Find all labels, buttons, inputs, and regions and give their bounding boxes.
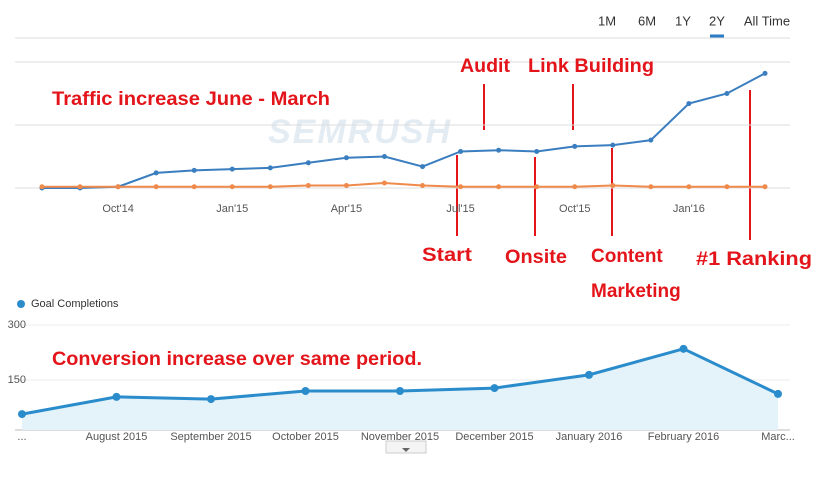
point — [724, 91, 730, 96]
x-tick-label: January 2016 — [556, 431, 623, 443]
annotation-line: Content — [591, 246, 663, 267]
point — [496, 147, 502, 153]
point — [343, 182, 349, 188]
annotation: #1 Ranking — [696, 249, 812, 270]
point — [267, 184, 273, 190]
range-button[interactable]: 1M — [598, 13, 616, 28]
legend-label: Goal Completions — [31, 298, 119, 310]
annotation: Content Marketing — [591, 246, 681, 302]
x-tick-label: September 2015 — [170, 431, 251, 443]
point — [301, 387, 310, 395]
point — [420, 164, 426, 170]
point — [229, 166, 235, 172]
annotation: Start — [422, 245, 473, 266]
point — [572, 143, 578, 149]
point — [490, 384, 499, 393]
annotation: Audit — [460, 56, 511, 77]
point — [381, 180, 387, 186]
point — [191, 184, 197, 190]
x-tick-label: October 2015 — [272, 431, 339, 443]
scroll-handle[interactable] — [385, 440, 427, 454]
point — [305, 160, 311, 166]
scroll-arrow — [402, 448, 410, 452]
point — [534, 184, 540, 190]
point — [381, 154, 387, 159]
point — [610, 142, 616, 148]
point — [648, 184, 654, 190]
point — [572, 184, 578, 190]
point — [18, 410, 26, 419]
x-tick-label: Oct'14 — [102, 203, 133, 215]
point — [207, 395, 215, 404]
point — [39, 184, 45, 190]
range-button[interactable]: 6M — [638, 13, 656, 28]
annotation: Traffic increase June - March — [52, 89, 330, 110]
point — [534, 148, 540, 154]
point — [305, 182, 311, 188]
point — [115, 184, 121, 190]
point — [420, 182, 426, 188]
annotation: Link Building — [528, 56, 654, 77]
point — [686, 184, 692, 190]
point — [191, 167, 197, 173]
watermark: SEMRUSH — [268, 113, 452, 151]
annotation-line: Marketing — [591, 281, 681, 302]
x-tick-label: December 2015 — [455, 431, 533, 443]
legend-marker — [17, 300, 25, 308]
point — [496, 184, 502, 190]
x-tick-label: Oct'15 — [559, 203, 590, 215]
annotation: Onsite — [505, 247, 567, 268]
point — [762, 184, 768, 190]
point — [585, 370, 593, 379]
point — [77, 184, 83, 190]
point — [229, 184, 235, 190]
point — [458, 184, 464, 190]
y-tick-label: 150 — [8, 374, 26, 386]
range-button[interactable]: 1Y — [675, 13, 691, 28]
point — [762, 70, 768, 76]
x-tick-label: Apr'15 — [331, 203, 362, 215]
point — [610, 182, 616, 188]
point — [153, 184, 159, 190]
x-tick-label: Marc... — [761, 431, 795, 443]
x-tick-label: Jan'15 — [216, 203, 248, 215]
range-button[interactable]: All Time — [744, 13, 790, 28]
y-tick-label: 300 — [8, 319, 26, 331]
series-line — [42, 181, 765, 188]
point — [153, 170, 159, 176]
range-button[interactable]: 2Y — [709, 13, 725, 28]
x-tick-label: November 2015 — [361, 431, 439, 443]
area-fill — [22, 348, 778, 430]
series-line — [42, 72, 766, 189]
x-tick-label: Jan'16 — [673, 203, 705, 215]
point — [343, 155, 349, 161]
point — [458, 148, 464, 154]
point — [679, 344, 688, 353]
point — [648, 137, 654, 143]
x-tick-label: February 2016 — [648, 431, 720, 443]
x-tick-label: August 2015 — [86, 431, 148, 443]
point — [396, 387, 404, 395]
x-tick-label: Jul'15 — [446, 203, 474, 215]
point — [267, 165, 273, 171]
point — [686, 101, 692, 107]
point — [112, 392, 121, 401]
point — [724, 184, 730, 190]
point — [774, 389, 782, 398]
x-tick-label: ... — [17, 431, 26, 443]
annotation: Conversion increase over same period. — [52, 349, 422, 370]
pointer-lines — [456, 84, 751, 240]
